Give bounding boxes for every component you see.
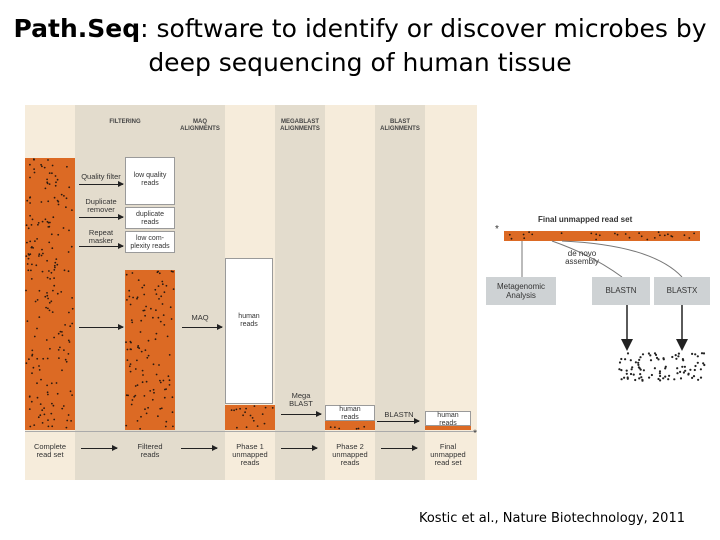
arrow-repeat [79, 243, 124, 249]
stage-complete: Complete read set [33, 442, 67, 459]
maq-label: MAQ [191, 313, 209, 322]
arrow-maq [182, 324, 223, 330]
title-bold: Path.Seq [13, 14, 141, 43]
denovo-label: de novo assembly [565, 249, 599, 266]
title-line2: deep sequencing of human tissue [148, 48, 572, 77]
title-line1: : software to identify or discover micro… [140, 14, 707, 43]
megablast-label: Mega BLAST [289, 391, 313, 408]
stage-arrow-2 [181, 445, 218, 451]
baseline [25, 431, 477, 432]
stage-filtered: Filtered reads [137, 442, 163, 459]
removed-human-megablast: human reads [325, 405, 375, 421]
arrow-blastn [377, 418, 420, 424]
stage-phase1: Phase 1 unmapped reads [232, 442, 268, 467]
column-maq: MAQ ALIGNMENTS [175, 105, 225, 480]
filter-step-repeat: Repeat masker [88, 228, 114, 245]
phase1-read-bar [225, 405, 275, 430]
final-read-bar [425, 426, 471, 430]
citation: Kostic et al., Nature Biotechnology, 201… [418, 511, 685, 526]
filter-step-quality: Quality filter [81, 172, 121, 181]
complete-read-bar [25, 158, 75, 430]
read-dots [508, 231, 695, 241]
removed-duplicate: duplicate reads [125, 207, 175, 229]
asterisk-marker: * [473, 428, 477, 438]
column-filtering-header: FILTERING [109, 119, 141, 125]
blastn-label: BLASTN [384, 410, 414, 419]
phase2-read-bar [325, 421, 375, 430]
filter-step-duplicate: Duplicate remover [85, 197, 117, 214]
filtered-read-bar [125, 270, 175, 430]
column-megablast-header: MEGABLAST ALIGNMENTS [280, 119, 320, 132]
downstream-analysis: Final unmapped read set * de novo assemb… [482, 205, 712, 395]
stage-arrow-4 [381, 445, 418, 451]
arrow-megablast [281, 411, 322, 417]
stage-final: Final unmapped read set [430, 442, 466, 467]
column-blast: BLAST ALIGNMENTS [375, 105, 425, 480]
stage-phase2: Phase 2 unmapped reads [332, 442, 368, 467]
pipeline-diagram: FILTERING MAQ ALIGNMENTS MEGABLAST ALIGN… [25, 105, 477, 480]
final-read-set-bar [504, 231, 700, 241]
metagenomic-box: Metagenomic Analysis [486, 277, 556, 305]
analysis-connectors [521, 240, 688, 351]
arrow-to-filtered [79, 324, 124, 330]
removed-human-maq: human reads [225, 258, 273, 404]
blastn-box: BLASTN [592, 277, 650, 305]
read-dots [125, 270, 175, 430]
removed-human-blastn: human reads [425, 411, 471, 427]
column-megablast: MEGABLAST ALIGNMENTS [275, 105, 325, 480]
removed-low-complexity: low com- plexity reads [125, 231, 175, 253]
removed-low-quality: low quality reads [125, 157, 175, 205]
column-maq-header: MAQ ALIGNMENTS [180, 119, 220, 132]
blastx-box: BLASTX [654, 277, 710, 305]
stage-arrow-1 [81, 445, 118, 451]
final-set-label: Final unmapped read set [538, 215, 633, 224]
arrow-quality [79, 181, 124, 187]
scatter-dots-output [618, 352, 706, 382]
read-dots [329, 425, 366, 430]
final-asterisk: * [495, 224, 499, 235]
stage-arrow-3 [281, 445, 318, 451]
arrow-duplicate [79, 214, 124, 220]
slide-title: Path.Seq: software to identify or discov… [0, 12, 720, 80]
read-dots [25, 158, 74, 429]
column-blast-header: BLAST ALIGNMENTS [380, 119, 420, 132]
read-dots [230, 405, 274, 429]
